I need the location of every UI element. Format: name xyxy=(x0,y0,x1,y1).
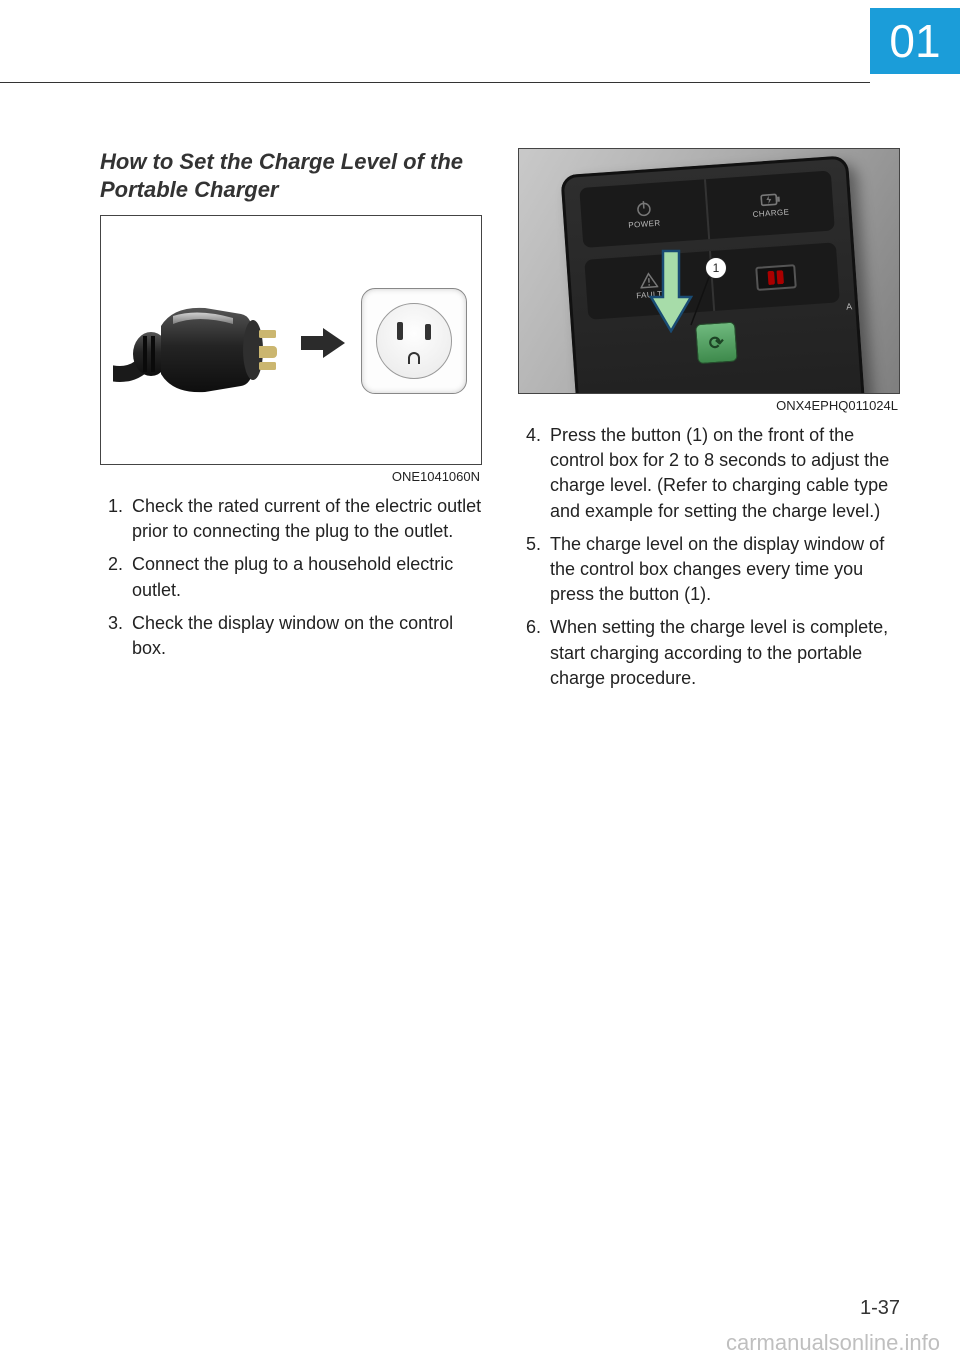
right-column: POWER CHARGE FAULT xyxy=(518,148,900,699)
list-item: Connect the plug to a household electric… xyxy=(128,552,482,602)
top-rule xyxy=(0,82,870,83)
led-display xyxy=(755,264,797,291)
outlet-icon xyxy=(361,288,467,394)
arrow-right-icon xyxy=(301,328,345,358)
figure2-caption: ONX4EPHQ011024L xyxy=(518,398,900,413)
charge-icon xyxy=(760,192,781,207)
power-icon xyxy=(634,199,653,218)
figure-control-box: POWER CHARGE FAULT xyxy=(518,148,900,394)
figure1-caption: ONE1041060N xyxy=(100,469,482,484)
section-title: How to Set the Charge Level of the Porta… xyxy=(100,148,482,203)
steps-right-list: Press the button (1) on the front of the… xyxy=(518,423,900,691)
callout-leader-line xyxy=(689,277,711,327)
list-item: Check the rated current of the electric … xyxy=(128,494,482,544)
steps-left-list: Check the rated current of the electric … xyxy=(100,494,482,661)
page-number: 1-37 xyxy=(860,1297,900,1320)
figure-plug-outlet xyxy=(100,215,482,465)
amp-label: A xyxy=(846,301,853,311)
page-content: How to Set the Charge Level of the Porta… xyxy=(100,148,900,699)
list-item: When setting the charge level is complet… xyxy=(546,615,900,691)
left-column: How to Set the Charge Level of the Porta… xyxy=(100,148,482,699)
charge-level-button[interactable]: ⟳ xyxy=(695,322,738,365)
list-item: Press the button (1) on the front of the… xyxy=(546,423,900,524)
callout-arrow-icon xyxy=(647,249,695,333)
watermark: carmanualsonline.info xyxy=(726,1330,940,1356)
power-label: POWER xyxy=(628,218,661,229)
plug-icon xyxy=(113,286,278,396)
list-item: The charge level on the display window o… xyxy=(546,532,900,608)
list-item: Check the display window on the control … xyxy=(128,611,482,661)
charge-label: CHARGE xyxy=(752,207,789,219)
callout-number-1: 1 xyxy=(705,257,727,279)
chapter-tab: 01 xyxy=(870,8,960,74)
